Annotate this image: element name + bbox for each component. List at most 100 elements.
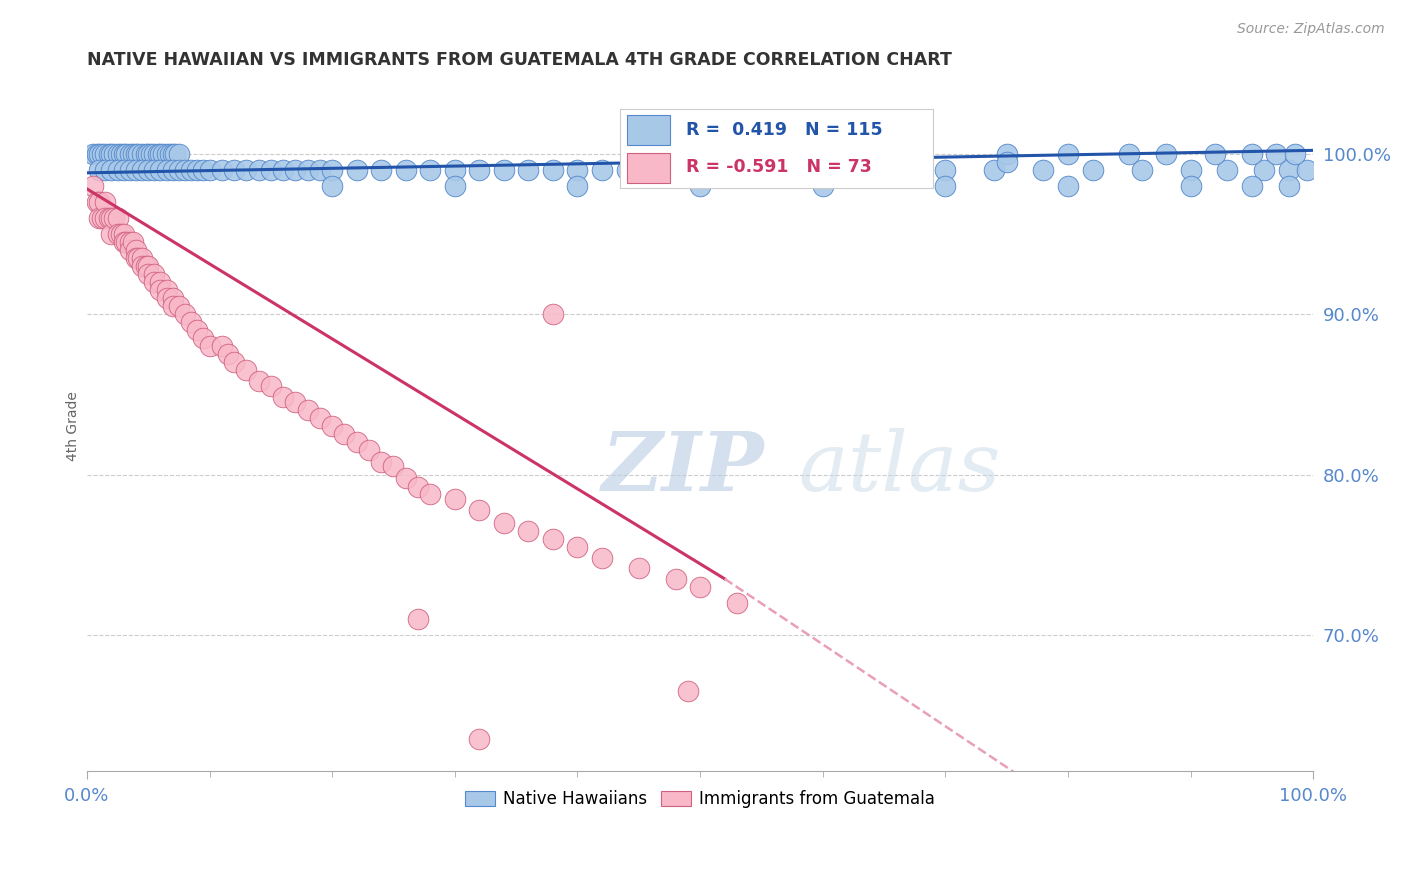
- Point: [567, 540, 589, 554]
- Point: [193, 162, 215, 177]
- Point: [156, 162, 179, 177]
- Point: [159, 146, 181, 161]
- Point: [443, 162, 465, 177]
- Point: [346, 162, 368, 177]
- Point: [689, 162, 711, 177]
- Point: [82, 146, 104, 161]
- Point: [167, 146, 190, 161]
- Text: NATIVE HAWAIIAN VS IMMIGRANTS FROM GUATEMALA 4TH GRADE CORRELATION CHART: NATIVE HAWAIIAN VS IMMIGRANTS FROM GUATE…: [87, 51, 952, 69]
- Point: [541, 532, 564, 546]
- Point: [1265, 146, 1288, 161]
- Point: [616, 162, 638, 177]
- Point: [103, 211, 125, 225]
- Point: [107, 146, 129, 161]
- Point: [167, 162, 190, 177]
- Point: [139, 146, 162, 161]
- Point: [591, 551, 613, 566]
- Point: [94, 194, 117, 209]
- Point: [122, 235, 145, 249]
- Point: [86, 194, 108, 209]
- Point: [174, 162, 197, 177]
- Point: [156, 283, 179, 297]
- Point: [115, 235, 138, 249]
- Point: [357, 443, 380, 458]
- Point: [406, 480, 429, 494]
- Point: [135, 259, 157, 273]
- Point: [751, 154, 773, 169]
- Point: [260, 379, 283, 393]
- Point: [321, 419, 343, 434]
- Point: [89, 146, 111, 161]
- Point: [112, 235, 135, 249]
- Point: [1296, 162, 1319, 177]
- Point: [1240, 146, 1263, 161]
- Point: [100, 146, 122, 161]
- Point: [174, 307, 197, 321]
- Point: [118, 162, 141, 177]
- Point: [146, 146, 169, 161]
- Point: [1180, 162, 1202, 177]
- Point: [136, 267, 159, 281]
- Point: [98, 146, 121, 161]
- Point: [107, 211, 129, 225]
- Text: Source: ZipAtlas.com: Source: ZipAtlas.com: [1237, 22, 1385, 37]
- Point: [222, 355, 245, 369]
- Point: [1216, 162, 1239, 177]
- Point: [125, 243, 148, 257]
- Point: [143, 267, 166, 281]
- Point: [125, 251, 148, 265]
- Point: [156, 291, 179, 305]
- Point: [1118, 146, 1140, 161]
- Point: [297, 403, 319, 417]
- Point: [198, 339, 221, 353]
- Point: [260, 162, 283, 177]
- Point: [1278, 178, 1301, 193]
- Point: [395, 471, 418, 485]
- Point: [395, 162, 418, 177]
- Point: [934, 178, 956, 193]
- Point: [118, 243, 141, 257]
- Point: [89, 194, 111, 209]
- Point: [443, 491, 465, 506]
- Legend: Native Hawaiians, Immigrants from Guatemala: Native Hawaiians, Immigrants from Guatem…: [458, 783, 942, 814]
- Point: [162, 291, 184, 305]
- Point: [541, 307, 564, 321]
- Point: [1130, 162, 1153, 177]
- Point: [94, 211, 117, 225]
- Point: [149, 283, 172, 297]
- Point: [787, 162, 810, 177]
- Point: [107, 162, 129, 177]
- Point: [149, 162, 172, 177]
- Point: [162, 299, 184, 313]
- Point: [143, 146, 166, 161]
- Point: [567, 178, 589, 193]
- Point: [131, 162, 153, 177]
- Point: [1240, 178, 1263, 193]
- Point: [186, 162, 208, 177]
- Point: [738, 162, 761, 177]
- Point: [217, 347, 239, 361]
- Point: [162, 162, 184, 177]
- Point: [1253, 162, 1275, 177]
- Point: [884, 162, 907, 177]
- Point: [811, 178, 834, 193]
- Point: [934, 162, 956, 177]
- Point: [271, 391, 294, 405]
- Point: [1180, 178, 1202, 193]
- Point: [995, 146, 1018, 161]
- Point: [103, 146, 125, 161]
- Point: [86, 146, 108, 161]
- Point: [419, 162, 441, 177]
- Point: [406, 612, 429, 626]
- Point: [1278, 162, 1301, 177]
- Point: [125, 162, 148, 177]
- Point: [94, 146, 117, 161]
- Y-axis label: 4th Grade: 4th Grade: [66, 392, 80, 461]
- Point: [1284, 146, 1306, 161]
- Point: [152, 146, 174, 161]
- Point: [112, 146, 135, 161]
- Point: [112, 162, 135, 177]
- Point: [186, 323, 208, 337]
- Point: [193, 331, 215, 345]
- Point: [627, 154, 650, 169]
